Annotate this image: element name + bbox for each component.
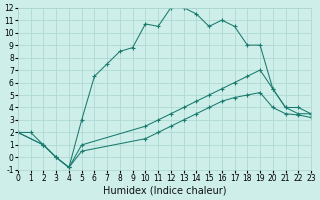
X-axis label: Humidex (Indice chaleur): Humidex (Indice chaleur): [103, 186, 226, 196]
